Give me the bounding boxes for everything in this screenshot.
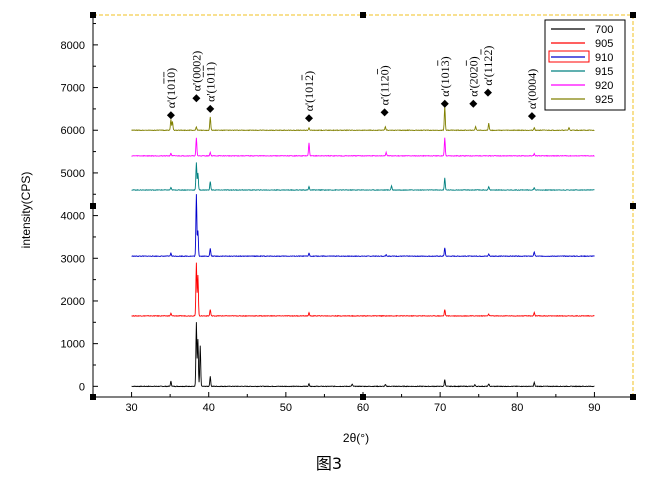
y-tick-label: 6000 [61, 125, 85, 137]
peak-label: α'(1013) [438, 56, 452, 96]
y-tick-label: 5000 [61, 168, 85, 180]
peak-marker [192, 94, 201, 103]
peak-label-group: α'(0002) [189, 51, 203, 91]
peak-label: α'(1010) [164, 68, 178, 108]
x-tick-label: 40 [203, 402, 215, 414]
resize-handle[interactable] [360, 12, 366, 18]
peak-marker [166, 111, 175, 120]
series-line-700 [131, 322, 595, 388]
legend-selection [548, 50, 590, 63]
y-tick-label: 0 [79, 381, 85, 393]
peak-label-group: α'(0004) [525, 69, 539, 109]
x-axis-title: 2θ(°) [343, 431, 369, 445]
y-axis-title: intensity(CPS) [19, 172, 33, 249]
peak-marker [380, 108, 389, 117]
chart-axes: 30 40 50 60 70 80 90 0 1000 2000 3000 4000 5000 6000 7… [61, 15, 633, 414]
legend-entry-label: 700 [595, 24, 613, 36]
peak-label: α'(1120) [378, 65, 392, 105]
peak-label-group: α'(2020) [465, 56, 480, 97]
peak-label: α'(2020) [466, 56, 480, 96]
xrd-chart: 30 40 50 60 70 80 90 0 1000 2000 3000 4000 5000 6000 7… [19, 12, 636, 445]
x-tick-label: 50 [280, 402, 292, 414]
y-tick-label: 1000 [61, 339, 85, 351]
resize-handle[interactable] [630, 12, 636, 18]
figure-caption: 图3 [315, 454, 343, 473]
series-line-915 [131, 162, 595, 192]
peak-label-group: α'(1013) [437, 56, 452, 97]
x-tick-label: 80 [511, 402, 523, 414]
peak-marker [206, 104, 215, 113]
peak-marker [440, 99, 449, 108]
legend-entry-label: 915 [595, 66, 613, 78]
peak-annotations: α'(1010) α'(0002) α'(1011) α'(1012) α'(1120)… [163, 46, 539, 123]
y-tick-label: 7000 [61, 83, 85, 95]
peak-label: α'(1012) [302, 71, 316, 111]
peak-label: α'(1122) [481, 46, 495, 86]
series-line-920 [131, 137, 595, 157]
peak-label-group: α'(1120) [377, 65, 392, 105]
peak-marker [305, 114, 313, 123]
peak-label-group: α'(1012) [301, 71, 316, 111]
legend-entry-label: 920 [595, 80, 613, 92]
peak-label-group: α'(1122) [480, 46, 495, 86]
x-tick-label: 30 [125, 402, 137, 414]
resize-handle[interactable] [630, 203, 636, 209]
series-line-925 [131, 106, 595, 132]
y-tick-label: 2000 [61, 296, 85, 308]
legend-box [544, 19, 626, 111]
y-tick-label: 3000 [61, 253, 85, 265]
peak-marker [527, 112, 536, 121]
chart-legend: 700 905 910 915 920 925 [544, 19, 626, 111]
peak-label: α'(0004) [525, 69, 539, 109]
y-tick-label: 8000 [61, 40, 85, 52]
peak-label: α'(1011) [203, 62, 217, 102]
peak-label: α'(0002) [189, 51, 203, 91]
x-tick-label: 70 [434, 402, 446, 414]
peak-label-group: α'(1010) [163, 68, 178, 108]
legend-entry-label: 925 [595, 94, 613, 106]
legend-entry-label: 905 [595, 38, 613, 50]
legend-entry-label: 910 [595, 52, 613, 64]
x-tick-label: 60 [357, 402, 369, 414]
series-line-905 [131, 262, 595, 317]
y-tick-label: 4000 [61, 211, 85, 223]
series-line-910 [131, 194, 595, 258]
peak-label-group: α'(1011) [202, 62, 217, 102]
chart-series [131, 106, 595, 388]
x-tick-label: 90 [588, 402, 600, 414]
peak-marker [483, 88, 492, 97]
peak-marker [469, 99, 478, 108]
